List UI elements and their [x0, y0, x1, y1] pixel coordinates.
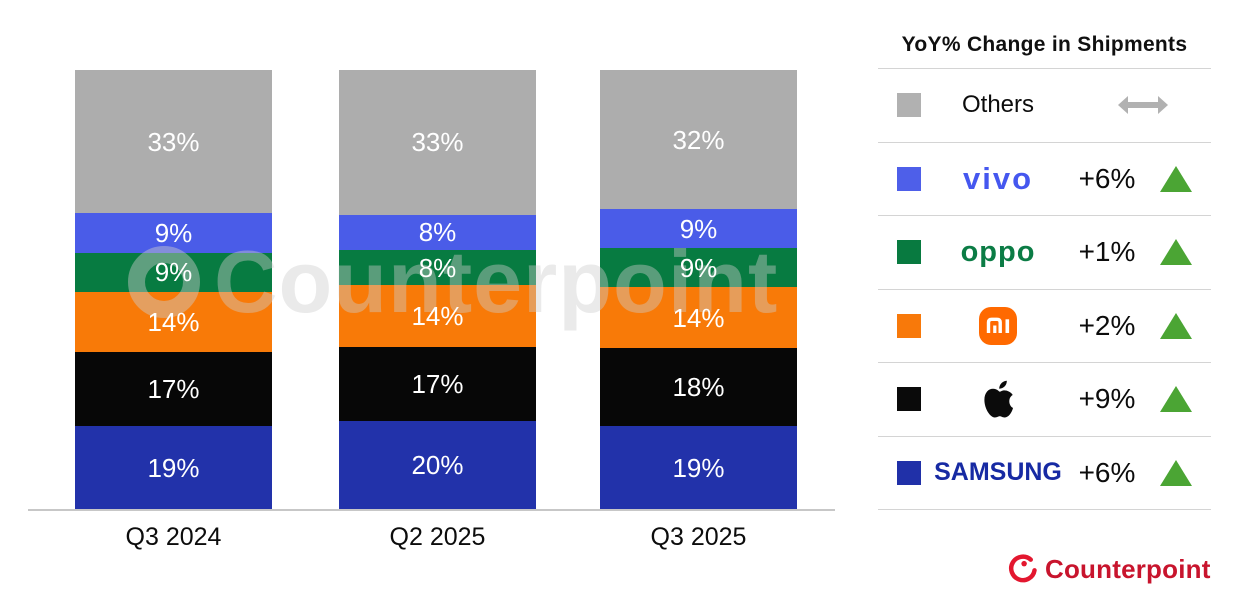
segment-others: 32%: [600, 70, 797, 210]
segment-samsung: 20%: [339, 421, 536, 509]
legend-direction-oppo: [1140, 237, 1211, 267]
brand-footer: Counterpoint: [1005, 553, 1211, 585]
up-triangle-icon: [1159, 312, 1192, 339]
segment-apple: 17%: [339, 346, 536, 422]
legend-row-others: Others: [878, 68, 1211, 142]
segment-vivo: 9%: [75, 213, 272, 253]
segment-vivo: 8%: [339, 214, 536, 250]
segment-others: 33%: [339, 70, 536, 215]
oppo-logo-cell: oppo: [922, 236, 1074, 269]
segment-samsung: 19%: [600, 426, 797, 509]
legend-swatch-vivo: [897, 166, 921, 191]
segment-value-label: 9%: [154, 217, 193, 248]
others-label-text: Others: [961, 91, 1035, 119]
apple-logo-cell: [922, 380, 1074, 419]
apple-logo: [984, 380, 1014, 418]
segment-vivo: 9%: [600, 209, 797, 249]
segment-value-label: 33%: [147, 126, 200, 157]
legend-change-vivo: +6%: [1078, 162, 1136, 194]
others-label: Others: [922, 91, 1074, 119]
legend-swatch-apple: [897, 387, 921, 412]
legend-swatch-others: [897, 93, 921, 118]
legend-swatch-xiaomi: [897, 313, 921, 338]
legend-direction-apple: [1140, 384, 1211, 414]
x-axis-label: Q3 2025: [650, 523, 747, 551]
segment-value-label: 8%: [418, 252, 457, 283]
x-axis-label: Q2 2025: [389, 523, 486, 551]
legend-rows: Others vivo +6% oppo +1% +2% +9% SAMSUNG +6%: [878, 68, 1211, 510]
legend-title: YoY% Change in Shipments: [901, 33, 1188, 56]
stacked-bar-q3-2024: 33% 9% 9% 14% 17% 19%: [75, 70, 272, 509]
legend-direction-xiaomi: [1140, 311, 1211, 341]
segment-oppo: 8%: [339, 249, 536, 286]
segment-value-label: 17%: [147, 374, 200, 405]
up-triangle-icon: [1159, 165, 1192, 192]
segment-value-label: 14%: [147, 307, 200, 338]
xiaomi-logo: [979, 306, 1017, 345]
samsung-logo: SAMSUNG: [934, 458, 1062, 487]
counterpoint-icon: [1009, 554, 1037, 583]
legend-row-vivo: vivo +6%: [878, 141, 1211, 216]
segment-value-label: 19%: [147, 452, 200, 483]
legend-direction-others: [1074, 96, 1211, 115]
x-axis-baseline: [28, 509, 835, 511]
segment-value-label: 9%: [679, 252, 718, 283]
chart-area: Counterpoint 33% 9% 9% 14% 17% 19% Q3 2024 33% 8…: [28, 70, 835, 551]
segment-oppo: 9%: [600, 248, 797, 288]
x-axis-label: Q3 2024: [125, 523, 222, 551]
legend-change-samsung: +6%: [1078, 456, 1136, 488]
legend-swatch-oppo: [897, 240, 921, 265]
legend-row-samsung: SAMSUNG +6%: [878, 435, 1211, 510]
segment-others: 33%: [75, 70, 272, 214]
stacked-bar-q3-2025: 32% 9% 9% 14% 18% 19%: [600, 70, 797, 509]
segment-value-label: 19%: [672, 452, 725, 483]
segment-value-label: 8%: [418, 217, 457, 248]
legend-change-xiaomi: +2%: [1078, 309, 1136, 341]
legend-direction-vivo: [1140, 164, 1211, 194]
legend-panel: YoY% Change in Shipments Others vivo +6% op…: [878, 22, 1211, 510]
up-triangle-icon: [1159, 386, 1192, 413]
segment-apple: 17%: [75, 352, 272, 427]
segment-value-label: 17%: [411, 368, 464, 399]
flat-double-arrow-icon: [1117, 96, 1168, 115]
up-triangle-icon: [1159, 459, 1192, 486]
legend-row-oppo: oppo +1%: [878, 215, 1211, 289]
segment-value-label: 14%: [411, 300, 464, 331]
legend-row-xiaomi: +2%: [878, 288, 1211, 363]
segment-xiaomi: 14%: [75, 291, 272, 353]
legend-direction-samsung: [1140, 458, 1211, 488]
legend-swatch-samsung: [897, 460, 921, 485]
segment-oppo: 9%: [75, 252, 272, 292]
segment-value-label: 9%: [154, 257, 193, 288]
xiaomi-logo-cell: [922, 306, 1074, 345]
legend-change-apple: +9%: [1078, 383, 1136, 415]
samsung-logo-cell: SAMSUNG: [922, 458, 1074, 487]
segment-samsung: 19%: [75, 426, 272, 509]
segment-value-label: 32%: [672, 124, 725, 155]
segment-value-label: 18%: [672, 372, 725, 403]
segment-xiaomi: 14%: [600, 287, 797, 349]
legend-row-apple: +9%: [878, 362, 1211, 436]
segment-value-label: 33%: [411, 127, 464, 158]
legend-change-oppo: +1%: [1078, 236, 1136, 268]
segment-value-label: 14%: [672, 302, 725, 333]
oppo-logo: oppo: [960, 235, 1036, 268]
segment-value-label: 20%: [411, 450, 464, 481]
segment-apple: 18%: [600, 348, 797, 427]
segment-value-label: 9%: [679, 213, 718, 244]
up-triangle-icon: [1159, 239, 1192, 266]
segment-xiaomi: 14%: [339, 285, 536, 347]
vivo-logo-cell: vivo: [922, 161, 1074, 197]
stacked-bar-q2-2025: 33% 8% 8% 14% 17% 20%: [339, 70, 536, 509]
brand-footer-label: Counterpoint: [1045, 553, 1211, 584]
vivo-logo: vivo: [962, 160, 1034, 196]
